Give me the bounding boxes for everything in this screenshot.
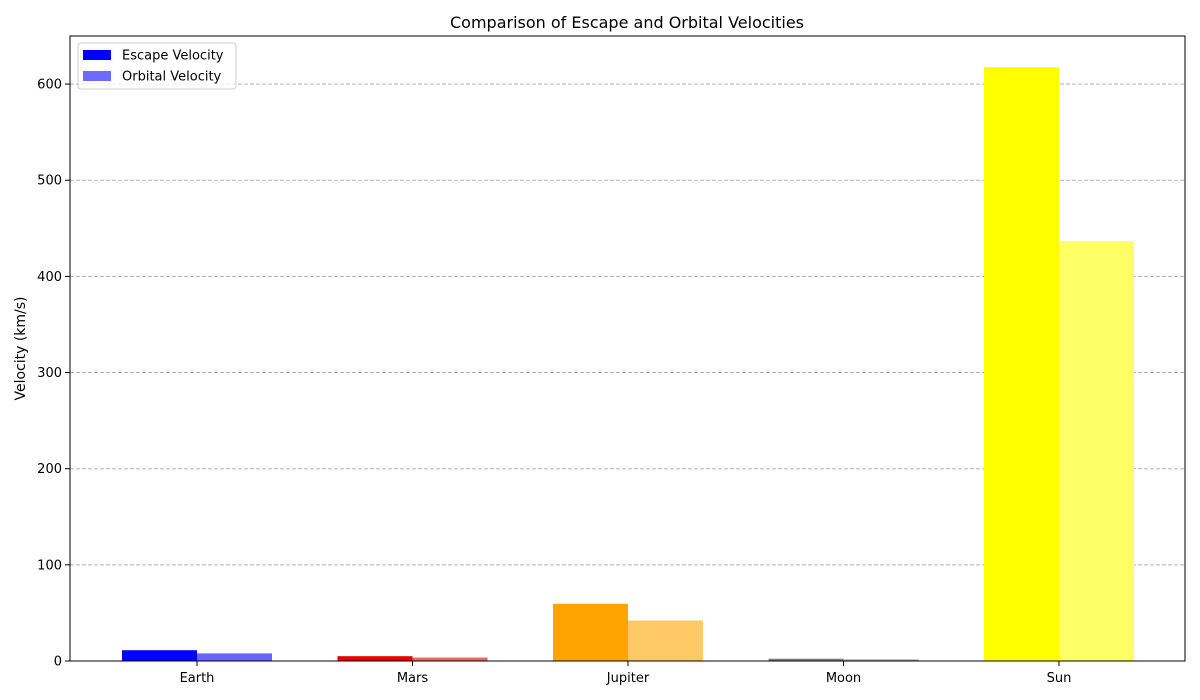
bars: [122, 67, 1134, 661]
legend-label: Orbital Velocity: [122, 70, 222, 85]
bar-jupiter-escape: [553, 603, 628, 661]
legend-swatch: [83, 50, 111, 60]
x-tick-label: Jupiter: [606, 671, 650, 686]
x-axis: Earth Mars Jupiter Moon Sun: [180, 661, 1072, 686]
bar-sun-orbital: [1059, 241, 1134, 661]
bar-moon-orbital: [843, 659, 919, 661]
x-tick-label: Mars: [397, 671, 429, 686]
legend: Escape Velocity Orbital Velocity: [77, 42, 237, 90]
bar-sun-escape: [984, 67, 1059, 661]
y-tick-label: 100: [37, 558, 62, 573]
bar-mars-orbital: [412, 657, 488, 661]
x-tick-label: Earth: [180, 671, 215, 686]
bar-earth-escape: [122, 650, 197, 661]
y-tick-label: 200: [37, 462, 62, 477]
x-tick-label: Sun: [1047, 671, 1072, 686]
chart-title: Comparison of Escape and Orbital Velocit…: [450, 13, 804, 32]
y-tick-label: 300: [37, 366, 62, 381]
y-tick-label: 400: [37, 270, 62, 285]
y-tick-label: 0: [54, 655, 62, 670]
y-axis-label: Velocity (km/s): [13, 296, 29, 400]
legend-label: Escape Velocity: [122, 49, 224, 64]
x-tick-label: Moon: [826, 671, 861, 686]
bar-earth-orbital: [197, 653, 272, 661]
bar-mars-escape: [337, 656, 413, 661]
y-axis: 0 100 200 300 400 500 600: [37, 78, 70, 670]
bar-moon-escape: [768, 658, 844, 661]
y-tick-label: 600: [37, 78, 62, 93]
legend-swatch: [83, 71, 111, 81]
y-tick-label: 500: [37, 174, 62, 189]
legend-box: [77, 42, 237, 90]
bar-jupiter-orbital: [628, 620, 703, 661]
